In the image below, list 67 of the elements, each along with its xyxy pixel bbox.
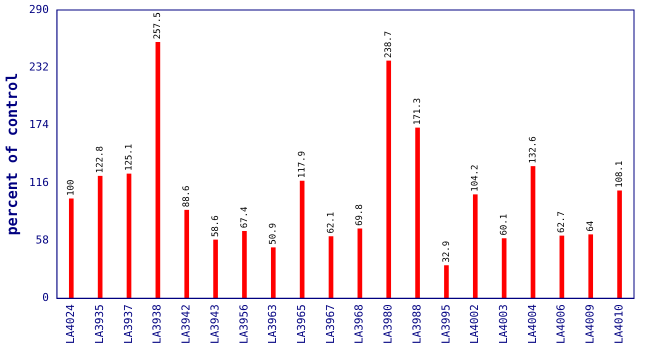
bar [156, 42, 160, 298]
y-tick-label: 174 [28, 118, 50, 132]
data-label: 32.9 [442, 240, 452, 263]
x-tick-label: LA4009 [584, 304, 597, 344]
data-label: 104.2 [470, 164, 481, 192]
x-tick-label: LA3956 [237, 304, 250, 344]
x-tick-label: LA3938 [150, 304, 164, 344]
data-label: 67.4 [240, 206, 250, 228]
bar [270, 247, 276, 298]
data-label: 64 [586, 220, 596, 232]
bar [300, 180, 304, 298]
x-tick-label: LA3935 [93, 304, 106, 344]
data-label: 69.8 [355, 204, 366, 226]
x-tick-label: LA3937 [122, 304, 135, 344]
y-tick-label: 232 [28, 60, 49, 74]
x-tick-label: LA4002 [468, 304, 482, 344]
x-tick-label: LA3943 [208, 304, 222, 344]
data-label: 132.6 [528, 136, 538, 164]
bar [242, 230, 247, 298]
bar [386, 60, 392, 298]
x-tick-label: LA3995 [439, 304, 452, 344]
y-tick-label: 290 [28, 2, 49, 16]
x-tick-label: LA4010 [612, 304, 626, 344]
data-label: 50.9 [268, 222, 279, 245]
bar [588, 234, 594, 298]
bar [617, 190, 622, 298]
bar [444, 265, 449, 298]
bar [213, 240, 218, 298]
data-label: 88.6 [182, 186, 192, 208]
bar [358, 228, 362, 298]
data-label: 108.1 [614, 160, 625, 188]
x-tick-label: LA3988 [410, 304, 424, 344]
data-label: 238.7 [384, 30, 394, 58]
data-label: 100 [66, 180, 77, 196]
x-tick-label: LA3965 [295, 304, 308, 344]
data-label: 117.9 [297, 150, 308, 178]
y-tick-label: 0 [42, 291, 49, 304]
y-axis-title: percent of control [2, 72, 21, 236]
data-label: 62.7 [557, 211, 568, 233]
x-tick-label: LA3968 [352, 304, 366, 344]
bar [502, 238, 506, 298]
x-tick-label: LA4003 [497, 304, 510, 344]
x-tick-label: LA3942 [180, 304, 193, 344]
bar [472, 194, 478, 298]
data-label: 125.1 [124, 144, 134, 171]
y-tick-label: 58 [36, 233, 49, 246]
data-label: 60.1 [499, 214, 510, 236]
x-tick-label: LA4004 [526, 304, 539, 344]
y-tick-label: 116 [28, 176, 49, 189]
bar [184, 210, 190, 298]
data-label: 122.8 [95, 146, 106, 174]
data-label: 58.6 [210, 215, 221, 238]
x-tick-label: LA4024 [64, 304, 78, 344]
data-label: 62.1 [326, 212, 336, 234]
x-tick-label: LA3980 [382, 304, 395, 344]
bar [98, 176, 102, 298]
bar [68, 198, 74, 298]
data-label: 171.3 [412, 98, 423, 125]
x-tick-label: LA4006 [554, 304, 568, 344]
bar [328, 236, 334, 298]
x-tick-label: LA3967 [324, 304, 337, 344]
data-label: 257.5 [153, 12, 164, 40]
bar [126, 174, 132, 298]
x-tick-label: LA3963 [266, 304, 280, 344]
bar [530, 166, 536, 298]
bar [415, 128, 420, 298]
bar [560, 236, 564, 298]
